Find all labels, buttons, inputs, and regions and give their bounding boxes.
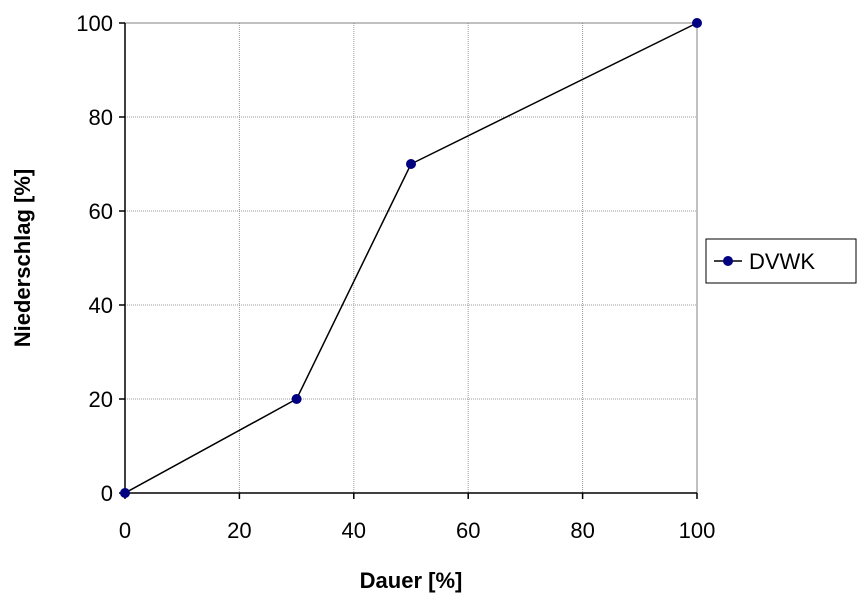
x-tick-label: 80 xyxy=(570,518,594,543)
series-line-dvwk xyxy=(124,22,698,494)
y-tick-label: 100 xyxy=(76,11,113,36)
data-point xyxy=(406,159,416,169)
x-tick-label: 20 xyxy=(227,518,251,543)
x-tick-labels: 0 20 40 60 80 100 xyxy=(119,518,715,543)
x-tick-label: 40 xyxy=(342,518,366,543)
y-tick-label: 20 xyxy=(89,387,113,412)
data-point xyxy=(692,18,702,28)
grid xyxy=(124,22,698,494)
data-point xyxy=(291,394,302,404)
plot-area-frame xyxy=(124,22,698,494)
data-point xyxy=(120,488,130,498)
legend-marker xyxy=(723,256,733,266)
series-group xyxy=(120,18,702,498)
y-tick-label: 40 xyxy=(89,293,113,318)
x-axis-title: Dauer [%] xyxy=(360,568,463,593)
y-tick-label: 0 xyxy=(101,481,113,506)
y-tick-label: 80 xyxy=(89,105,113,130)
legend: DVWK xyxy=(705,238,857,284)
y-tick-label: 60 xyxy=(89,199,113,224)
x-tick-label: 60 xyxy=(456,518,480,543)
y-tick-labels: 0 20 40 60 80 100 xyxy=(76,11,113,506)
y-axis-title: Niederschlag [%] xyxy=(10,169,35,348)
x-tick-label: 0 xyxy=(119,518,131,543)
legend-entry-label: DVWK xyxy=(749,249,815,274)
axes xyxy=(119,22,698,499)
x-tick-label: 100 xyxy=(679,518,716,543)
